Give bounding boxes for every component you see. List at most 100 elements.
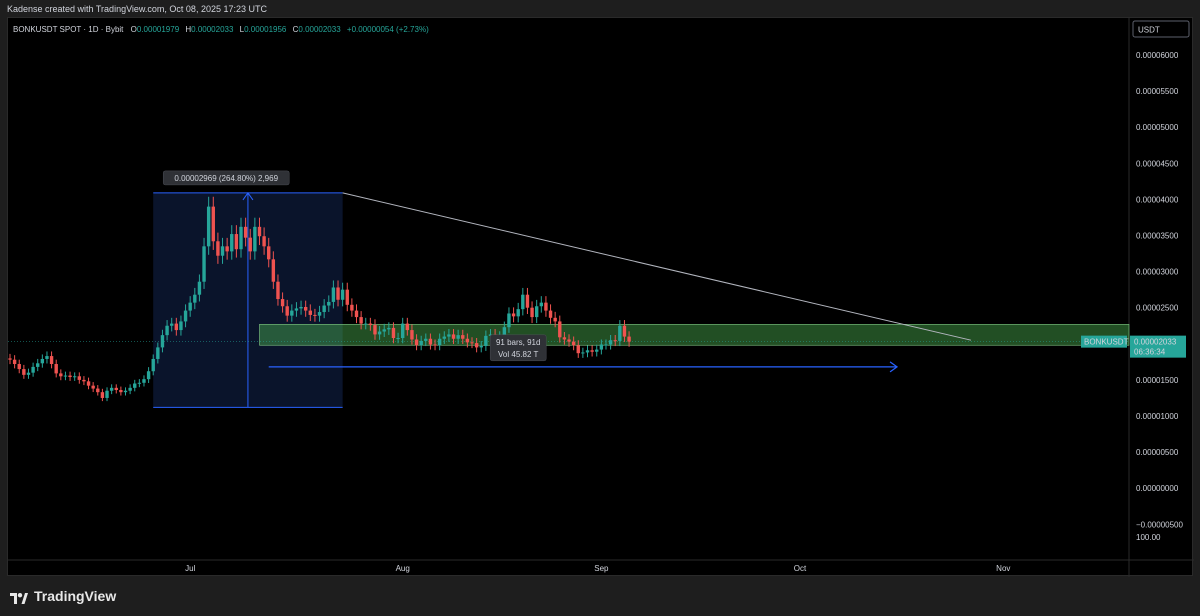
date-range-arrowhead <box>889 361 899 373</box>
price-tick-label: 0.00001500 <box>1136 376 1179 385</box>
brand-name: TradingView <box>34 588 117 604</box>
candle-body <box>193 294 197 303</box>
candle-body <box>262 236 266 247</box>
range-label-bars: 91 bars, 91d <box>496 338 540 347</box>
candle-body <box>123 390 128 393</box>
candle-body <box>553 317 557 322</box>
candle-body <box>410 330 414 340</box>
candle-body <box>530 307 534 318</box>
symbol-tag-label: BONKUSDT <box>1084 338 1129 347</box>
candle-body <box>165 325 169 336</box>
symbol-tag <box>1081 335 1127 348</box>
candle-body <box>313 314 317 316</box>
candle-body <box>267 246 271 260</box>
price-tick-label: 0.00000500 <box>1136 448 1179 457</box>
candle-body <box>544 302 548 311</box>
candle-body <box>216 241 220 256</box>
candle-body <box>354 310 359 318</box>
candle-body <box>299 306 303 309</box>
measure-label: 0.00002969 (264.80%) 2,969 <box>162 170 290 186</box>
candle-body <box>608 340 613 345</box>
candle-body <box>548 310 553 318</box>
candle-body <box>327 301 331 306</box>
candle-body <box>345 289 349 305</box>
candle-body <box>340 289 345 300</box>
price-tick-label: 0.00006000 <box>1136 51 1179 60</box>
legend-low-label: L <box>240 25 245 34</box>
last-price-tag: BONKUSDT 0.00002033 06:36:34 <box>1081 335 1186 358</box>
candle-body <box>424 338 428 341</box>
candle-body <box>248 237 252 252</box>
candle-body <box>225 246 229 252</box>
candle-body <box>54 364 58 374</box>
candle-body <box>396 338 400 340</box>
candle-body <box>179 321 183 331</box>
tradingview-logo: TradingView <box>10 588 116 604</box>
candle-body <box>479 345 483 348</box>
price-chart[interactable]: BONKUSDT SPOT · 1D · Bybit O0.00001979 H… <box>8 18 1194 577</box>
candle-body <box>230 234 234 252</box>
measure-label-text: 0.00002969 (264.80%) 2,969 <box>174 174 278 183</box>
chart-caption: Kadense created with TradingView.com, Oc… <box>7 4 267 14</box>
time-tick-label: Sep <box>594 564 609 573</box>
support-zone[interactable] <box>259 324 1130 346</box>
candle-body <box>294 308 299 311</box>
candle-body <box>128 387 132 391</box>
chart-area[interactable]: BONKUSDT SPOT · 1D · Bybit O0.00001979 H… <box>7 17 1194 577</box>
candle-body <box>36 363 40 367</box>
candle-body <box>8 358 12 360</box>
candle-body <box>40 358 45 364</box>
time-tick-label: Nov <box>996 564 1010 573</box>
time-axis[interactable]: Jul Aug Sep Oct Nov <box>185 564 1010 573</box>
candle-body <box>133 383 137 388</box>
candle-body <box>276 281 280 300</box>
candle-body <box>558 321 562 338</box>
candle-body <box>364 323 368 325</box>
candle-body <box>243 226 248 238</box>
candle-body <box>183 310 188 322</box>
candle-body <box>585 350 590 353</box>
candle-body <box>100 392 105 398</box>
currency-label: USDT <box>1138 26 1160 35</box>
candle-body <box>156 347 160 359</box>
candle-body <box>174 323 179 331</box>
trendline[interactable] <box>342 192 972 341</box>
currency-box[interactable] <box>1132 20 1190 38</box>
candle-body <box>539 302 543 307</box>
candle-body <box>336 287 340 300</box>
candle-body <box>271 259 276 282</box>
price-axis[interactable]: 0.00006000 0.00005500 0.00005000 0.00004500… <box>1136 51 1183 529</box>
candle-body <box>599 344 604 350</box>
candle-body <box>170 323 174 326</box>
candle-body <box>280 299 285 307</box>
candle-body <box>17 364 21 370</box>
candle-body <box>571 341 576 346</box>
candle-body <box>562 337 567 340</box>
candle-body <box>405 323 410 331</box>
candle-body <box>525 294 530 308</box>
candle-body <box>26 372 31 375</box>
candle-body <box>109 387 114 391</box>
candle-body <box>146 371 151 380</box>
candle-body <box>451 334 456 339</box>
candle-body <box>63 375 68 377</box>
price-tick-label: 0.00003000 <box>1136 268 1179 277</box>
price-tick-label: 0.00001000 <box>1136 412 1179 421</box>
candle-body <box>433 344 437 346</box>
price-tag-countdown: 06:36:34 <box>1134 348 1166 357</box>
candle-body <box>308 310 312 315</box>
candle-body <box>290 310 294 316</box>
candle-body <box>382 329 386 332</box>
candle-body <box>488 334 493 336</box>
price-tick-label: 0.00005500 <box>1136 87 1179 96</box>
candle-body <box>484 335 488 346</box>
candle-body <box>31 366 35 373</box>
candle-body <box>414 339 419 346</box>
legend-close-label: C <box>293 25 299 34</box>
candle-body <box>68 375 72 378</box>
candle-body <box>160 335 165 348</box>
candle-body <box>142 379 146 383</box>
candle-body <box>576 345 580 354</box>
price-tick-label: 0.00004000 <box>1136 195 1179 204</box>
candle-body <box>377 331 382 335</box>
